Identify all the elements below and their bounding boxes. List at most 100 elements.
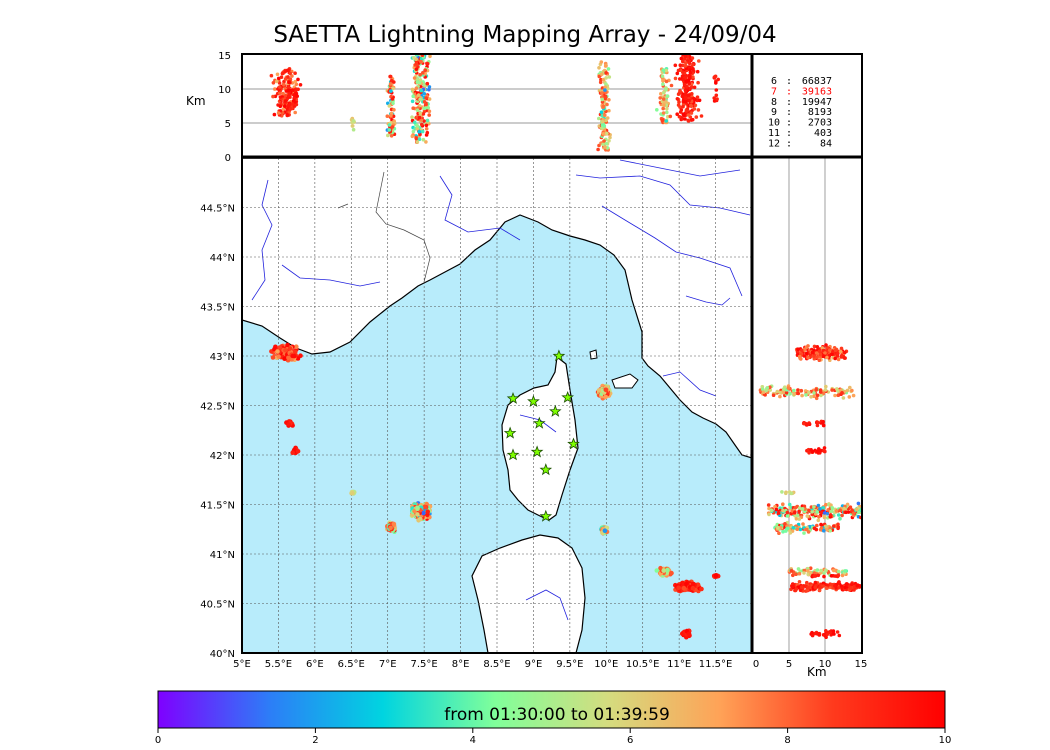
lightning-source-side [774,507,779,512]
lightning-source-map [690,581,696,587]
lightning-source-side [812,344,817,349]
lightning-source-side [777,531,781,535]
lightning-source-top [414,95,419,99]
lightning-source-top [280,71,285,76]
lightning-source-side [836,513,841,517]
lightning-source-top [290,74,294,78]
lightning-source-top [425,81,430,86]
lightning-source-map [665,567,670,573]
lightning-source-top [699,114,704,118]
lightning-source-top [421,112,426,116]
lightning-source-top [350,124,355,128]
lightning-source-top [415,140,420,144]
lightning-source-side [794,572,798,576]
lightning-source-side [806,585,810,590]
lightning-source-top [601,132,606,136]
lightning-source-top [678,77,682,81]
colorbar-label: from 01:30:00 to 01:39:59 [444,705,670,725]
lightning-source-side [816,632,821,636]
lightning-source-map [684,581,689,587]
lightning-source-top [414,86,419,90]
lightning-source-top [385,114,390,118]
colorbar-tick-label: 6 [627,735,633,746]
lightning-source-top [661,111,666,115]
lightning-source-side [802,504,807,509]
lightning-source-top [428,55,432,59]
lightning-source-top [419,60,423,64]
lightning-source-top [683,92,688,97]
lightning-source-top [661,91,666,95]
lightning-source-top [607,139,611,143]
top-alt-tick-label: 5 [225,119,231,130]
lightning-source-top [697,98,702,103]
lightning-source-top [420,129,425,134]
lightning-source-top [286,103,291,108]
lightning-source-top [604,71,608,75]
lightning-source-side [819,510,824,515]
lightning-source-side [835,387,839,391]
figure-frame [241,53,863,654]
lightning-source-side [806,356,810,360]
lightning-source-side [821,391,826,396]
y-tick-label: 44.5°N [200,204,235,215]
lightning-source-top [414,67,419,71]
lightning-source-side [812,526,817,530]
lightning-source-top [601,77,606,82]
lightning-source-map [287,346,293,351]
lightning-source-side [818,388,823,392]
lightning-source-map [350,491,355,496]
lightning-source-side [795,527,800,531]
lightning-source-top [664,68,668,73]
lightning-source-top [426,106,431,110]
lightning-source-top [687,93,691,97]
lightning-source-side [825,632,830,637]
colorbar-tick-label: 0 [155,735,161,746]
lightning-source-top [687,61,692,66]
lightning-source-top [285,68,290,73]
lightning-source-top [676,68,681,73]
lightning-source-top [664,88,668,92]
lightning-source-side [818,585,822,590]
lightning-source-top [689,103,693,108]
lightning-source-top [295,94,300,98]
lightning-source-map [388,525,393,531]
lightning-source-side [797,354,802,359]
lightning-source-top [417,137,422,141]
lightning-source-side [800,507,805,511]
lightning-source-top [290,88,295,92]
lightning-source-side [825,583,829,587]
lightning-source-side [845,388,850,393]
lightning-source-top [288,107,293,111]
lightning-source-side [786,386,791,390]
lightning-source-map [596,388,602,393]
lightning-source-side [791,573,795,578]
lightning-source-top [661,79,665,83]
lightning-source-top [275,79,279,84]
top-alt-tick-label: 15 [218,51,231,62]
lightning-source-top [415,80,420,85]
lightning-source-top [683,75,688,79]
lightning-source-top [659,92,663,96]
lightning-source-side [832,632,836,636]
lightning-source-side [808,570,813,575]
lightning-source-top [712,96,716,100]
lightning-source-side [790,584,795,589]
lightning-source-top [714,81,718,85]
x-tick-label: 5.5°E [265,659,292,670]
lightning-source-side [835,630,840,634]
lightning-source-side [809,395,813,399]
lightning-source-top [603,113,607,117]
lightning-source-side [800,393,804,398]
lightning-source-top [387,128,392,132]
lightning-source-side [833,584,837,588]
lightning-source-top [678,88,682,93]
lightning-source-side [802,571,806,575]
lightning-source-top [601,104,606,109]
lightning-source-top [427,113,432,117]
lightning-source-side [830,349,835,354]
lightning-source-top [664,79,669,84]
colorbar: from 01:30:00 to 01:39:59 0 2 4 6 8 10 [155,690,951,746]
lightning-source-top [275,72,280,77]
lightning-source-side [836,357,841,362]
lightning-source-top [597,74,602,79]
